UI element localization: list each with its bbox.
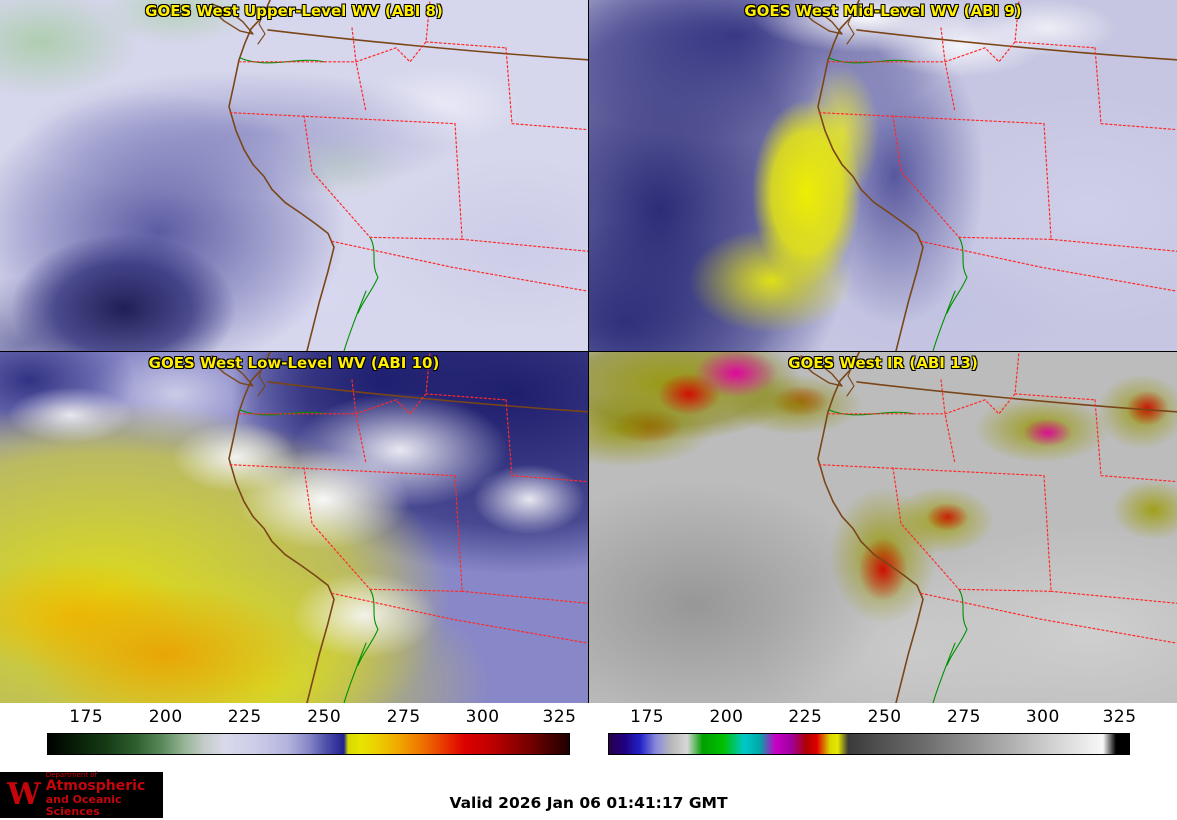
colorbar-tick: 250 [307, 707, 342, 727]
basemap-overlay [800, 352, 1177, 703]
wv-colorbar-ticks: 175 200 225 250 275 300 325 [47, 706, 576, 733]
aos-department-logo: W Department of Atmospheric and Oceanic … [0, 770, 163, 819]
colorbar-tick: 250 [867, 707, 902, 727]
ir-colorbar: 175 200 225 250 275 300 325 [608, 706, 1136, 755]
panel-title-upper-wv: GOES West Upper-Level WV (ABI 8) [145, 2, 443, 20]
uw-crest-icon: W [7, 777, 41, 812]
colorbar-tick: 300 [1025, 707, 1060, 727]
colorbar-tick: 325 [542, 707, 577, 727]
colorbar-tick: 225 [227, 707, 262, 727]
ir-colorbar-gradient [608, 733, 1130, 755]
colorbar-tick: 200 [148, 707, 183, 727]
logo-line-2: Atmospheric [45, 778, 146, 795]
colorbar-tick: 275 [947, 707, 981, 727]
logo-text: Department of Atmospheric and Oceanic Sc… [45, 770, 163, 819]
panel-title-ir: GOES West IR (ABI 13) [788, 354, 978, 372]
basemap-overlay [800, 0, 1177, 351]
panel-mid-level-wv: GOES West Mid-Level WV (ABI 9) [589, 0, 1177, 351]
colorbar-tick: 275 [386, 707, 421, 727]
colorbar-tick: 200 [709, 707, 744, 727]
logo-line-3: and Oceanic Sciences [45, 793, 122, 819]
basemap-overlay [211, 352, 588, 703]
panel-low-level-wv: GOES West Low-Level WV (ABI 10) [0, 352, 588, 703]
valid-time-label: Valid 2026 Jan 06 01:41:17 GMT [449, 794, 728, 812]
panel-ir: GOES West IR (ABI 13) [589, 352, 1177, 703]
wv-colorbar-gradient [47, 733, 570, 755]
ir-colorbar-ticks: 175 200 225 250 275 300 325 [608, 706, 1136, 733]
basemap-overlay [211, 0, 588, 351]
panel-title-low-wv: GOES West Low-Level WV (ABI 10) [148, 354, 440, 372]
wv-colorbar: 175 200 225 250 275 300 325 [47, 706, 576, 755]
colorbar-tick: 175 [69, 707, 104, 727]
colorbar-tick: 325 [1102, 707, 1137, 727]
colorbar-tick: 300 [465, 707, 500, 727]
panel-title-mid-wv: GOES West Mid-Level WV (ABI 9) [744, 2, 1022, 20]
logo-line-1: Department of [45, 770, 98, 779]
colorbar-tick: 225 [788, 707, 823, 727]
panel-grid: GOES West Upper-Level WV (ABI 8) GOES We… [0, 0, 1177, 703]
panel-upper-level-wv: GOES West Upper-Level WV (ABI 8) [0, 0, 588, 351]
colorbar-tick: 175 [630, 707, 665, 727]
